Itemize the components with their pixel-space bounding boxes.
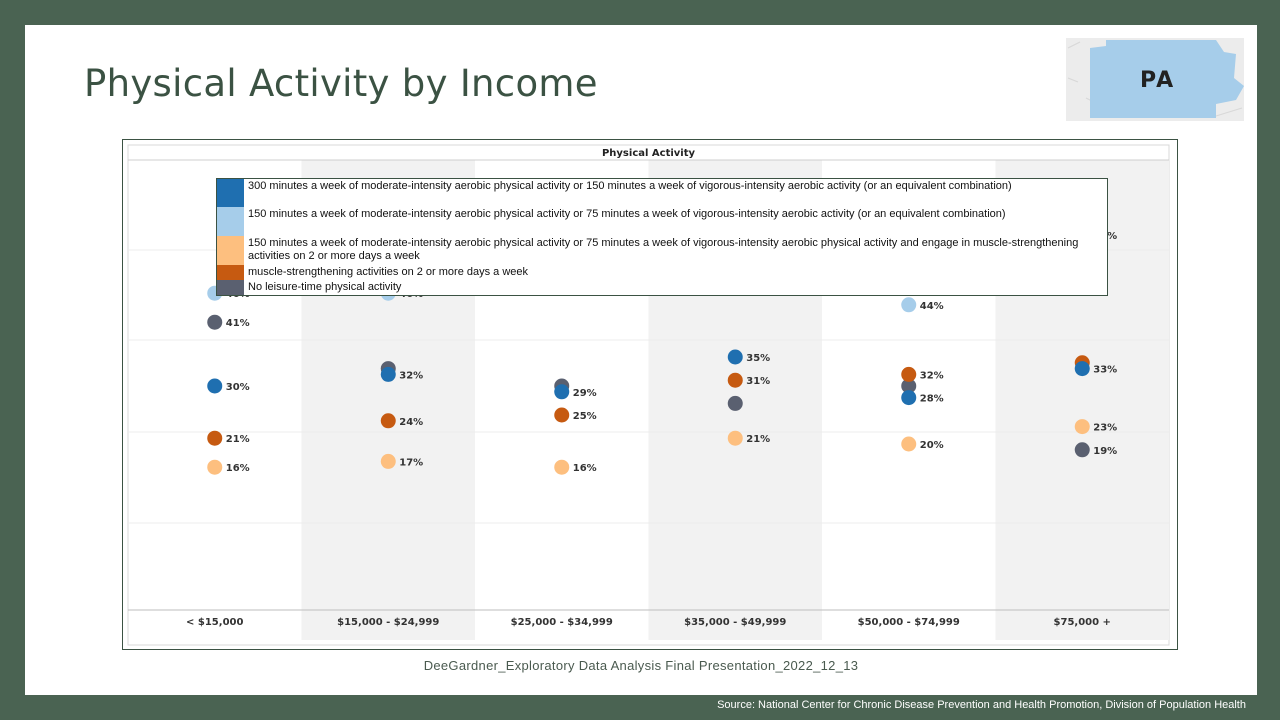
data-point (207, 378, 223, 394)
data-label: 32% (399, 370, 423, 381)
data-label: 24% (399, 417, 423, 428)
legend-swatch (217, 280, 244, 295)
data-point (207, 314, 223, 330)
data-label: 17% (399, 457, 423, 468)
data-label: 28% (920, 394, 944, 405)
data-point (727, 430, 743, 446)
data-point (901, 390, 917, 406)
x-tick-label: $75,000 + (1054, 617, 1111, 628)
legend-swatch (217, 207, 244, 236)
data-label: 20% (920, 440, 944, 451)
legend-label: muscle-strengthening activities on 2 or … (248, 266, 529, 278)
legend: 300 minutes a week of moderate-intensity… (216, 178, 1108, 296)
data-label: 16% (573, 463, 597, 474)
data-label: 21% (746, 434, 770, 445)
data-point (554, 384, 570, 400)
data-label: 21% (226, 434, 250, 445)
data-point (554, 407, 570, 423)
x-tick-label: $35,000 - $49,999 (684, 617, 786, 628)
page-title: Physical Activity by Income (84, 62, 598, 105)
legend-item: muscle-strengthening activities on 2 or … (217, 265, 1107, 280)
state-label: PA (1140, 68, 1176, 93)
data-point (554, 459, 570, 475)
data-point (380, 453, 396, 469)
data-label: 31% (746, 376, 770, 387)
data-point (1074, 442, 1090, 458)
data-label: 44% (920, 301, 944, 312)
state-map: PA (1066, 38, 1244, 121)
data-label: 33% (1093, 365, 1117, 376)
legend-label: No leisure-time physical activity (248, 281, 402, 293)
legend-swatch (217, 179, 244, 207)
data-point (727, 372, 743, 388)
legend-item: 150 minutes a week of moderate-intensity… (217, 207, 1107, 236)
data-point (727, 349, 743, 365)
data-label: 23% (1093, 423, 1117, 434)
data-label: 25% (573, 411, 597, 422)
legend-item: 300 minutes a week of moderate-intensity… (217, 179, 1107, 207)
legend-item: 150 minutes a week of moderate-intensity… (217, 236, 1107, 265)
data-point (207, 459, 223, 475)
chart-panel: Physical Activity < $15,000 $15,000 - $24,… (122, 139, 1178, 650)
data-point (1074, 361, 1090, 377)
data-point (901, 378, 917, 394)
chart-title: Physical Activity (602, 148, 696, 159)
data-point (901, 436, 917, 452)
data-label: 16% (226, 463, 250, 474)
data-point (727, 395, 743, 411)
data-point (380, 413, 396, 429)
legend-label: 300 minutes a week of moderate-intensity… (248, 180, 1012, 192)
x-tick-label: < $15,000 (186, 617, 243, 628)
legend-swatch (217, 236, 244, 265)
data-label: 19% (1093, 446, 1117, 457)
data-point (207, 430, 223, 446)
data-label: 41% (226, 318, 250, 329)
pennsylvania-map-icon (1066, 38, 1244, 121)
data-label: 29% (573, 388, 597, 399)
data-label: 35% (746, 353, 770, 364)
x-tick-label: $15,000 - $24,999 (337, 617, 439, 628)
legend-swatch (217, 265, 244, 280)
data-point (901, 366, 917, 382)
data-point (380, 366, 396, 382)
source-note: Source: National Center for Chronic Dise… (717, 699, 1246, 711)
data-point (1074, 419, 1090, 435)
footer-text: DeeGardner_Exploratory Data Analysis Fin… (423, 658, 859, 673)
x-tick-label: $25,000 - $34,999 (511, 617, 613, 628)
data-label: 32% (920, 370, 944, 381)
slide: Physical Activity by Income PA Physical … (25, 25, 1257, 695)
data-label: 30% (226, 382, 250, 393)
data-point (901, 297, 917, 313)
legend-item: No leisure-time physical activity (217, 280, 1107, 295)
legend-label: 150 minutes a week of moderate-intensity… (248, 208, 1006, 220)
x-tick-label: $50,000 - $74,999 (858, 617, 960, 628)
legend-label: 150 minutes a week of moderate-intensity… (248, 237, 1079, 262)
